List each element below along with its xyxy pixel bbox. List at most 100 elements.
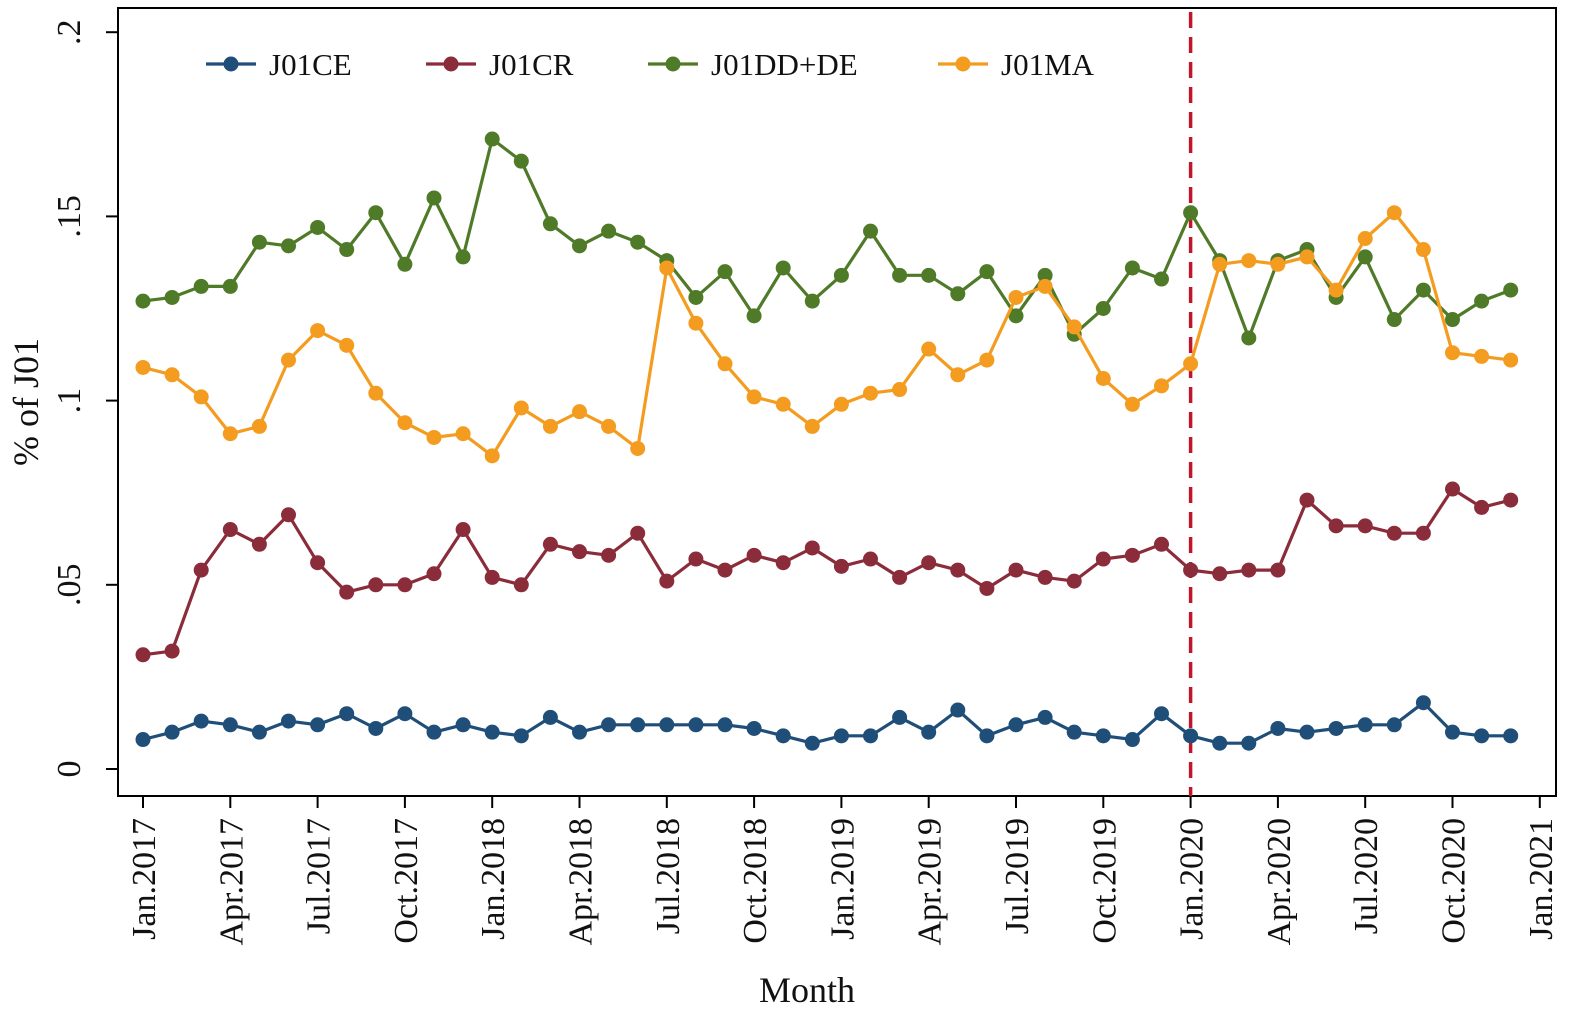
data-point-j01dd-de	[1445, 312, 1460, 328]
data-point-j01ce	[950, 702, 966, 718]
data-point-j01cr	[1445, 481, 1460, 497]
data-point-j01dd-de	[775, 260, 791, 276]
data-point-j01dd-de	[833, 267, 849, 283]
data-point-j01cr	[833, 558, 849, 574]
x-tick-label: Oct.2017	[388, 818, 425, 944]
data-point-j01ce	[775, 728, 791, 744]
x-tick-label: Jan.2019	[824, 818, 861, 940]
data-point-j01ce	[1037, 709, 1053, 725]
data-point-j01dd-de	[746, 308, 762, 324]
data-point-j01ma	[455, 426, 471, 442]
data-point-j01dd-de	[310, 219, 326, 235]
data-point-j01dd-de	[717, 264, 733, 280]
data-point-j01ma	[1241, 253, 1257, 269]
data-point-j01cr	[979, 580, 995, 596]
legend-label: J01CE	[269, 47, 352, 82]
data-point-j01ma	[601, 418, 617, 434]
data-point-j01dd-de	[1503, 282, 1519, 298]
data-point-j01ma	[281, 352, 296, 368]
data-point-j01ma	[368, 385, 384, 401]
legend: J01CE J01CR J01DD+DE J01MA	[206, 47, 1095, 82]
data-point-j01dd-de	[601, 223, 617, 239]
data-point-j01ma	[1066, 319, 1082, 335]
data-point-j01dd-de	[921, 267, 937, 283]
data-point-j01ma	[921, 341, 937, 357]
data-point-j01ce	[1008, 717, 1024, 733]
data-point-j01cr	[1415, 525, 1431, 541]
data-point-j01ma	[1328, 282, 1344, 298]
data-point-j01ma	[1415, 242, 1431, 258]
data-point-j01ma	[339, 337, 355, 353]
x-tick-label: Jan.2020	[1174, 818, 1211, 940]
legend-marker	[665, 56, 681, 72]
data-point-j01cr	[1212, 566, 1228, 582]
data-point-j01dd-de	[164, 289, 180, 305]
data-point-j01ma	[1183, 356, 1199, 372]
data-point-j01cr	[921, 555, 937, 571]
data-point-j01ma	[775, 396, 791, 412]
data-point-j01ma	[1008, 289, 1024, 305]
data-point-j01ce	[1154, 706, 1169, 722]
legend-item-j01dd-de: J01DD+DE	[648, 47, 858, 82]
x-tick-label: Jan.2017	[126, 818, 163, 940]
data-point-j01ce	[1270, 720, 1286, 736]
data-point-j01dd-de	[397, 256, 413, 272]
data-point-j01dd-de	[542, 216, 558, 232]
data-point-j01dd-de	[513, 153, 529, 169]
data-point-j01ce	[339, 706, 355, 722]
data-point-j01ce	[542, 709, 558, 725]
data-point-j01cr	[310, 555, 326, 571]
data-point-j01ma	[717, 356, 733, 372]
data-point-j01dd-de	[368, 205, 384, 221]
legend-item-j01ma: J01MA	[938, 47, 1095, 82]
data-point-j01ma	[833, 396, 849, 412]
y-axis: 0 .05 .1 .15 .2	[51, 19, 118, 778]
series-j01cr	[135, 481, 1519, 663]
data-point-j01cr	[281, 507, 296, 523]
data-point-j01ce	[222, 717, 238, 733]
data-point-j01ce	[1503, 728, 1519, 744]
legend-marker	[443, 56, 459, 72]
data-point-j01dd-de	[804, 293, 820, 309]
data-point-j01ce	[1474, 728, 1490, 744]
data-point-j01ce	[746, 720, 762, 736]
data-point-j01cr	[601, 547, 617, 563]
data-point-j01cr	[513, 577, 529, 593]
data-point-j01ma	[892, 382, 908, 398]
data-point-j01ce	[1095, 728, 1111, 744]
data-point-j01ce	[717, 717, 733, 733]
data-point-j01ma	[1270, 256, 1286, 272]
data-point-j01cr	[1357, 518, 1373, 534]
data-point-j01dd-de	[193, 278, 209, 294]
data-point-j01cr	[1241, 562, 1257, 578]
data-point-j01dd-de	[1386, 312, 1402, 328]
y-tick-label: .2	[51, 19, 88, 45]
data-point-j01cr	[1124, 547, 1140, 563]
data-point-j01ma	[1124, 396, 1140, 412]
y-tick-label: 0	[51, 761, 88, 778]
data-point-j01ce	[426, 724, 442, 740]
data-point-j01ma	[688, 315, 704, 331]
data-point-j01dd-de	[688, 289, 704, 305]
data-point-j01cr	[368, 577, 384, 593]
data-point-j01cr	[804, 540, 820, 556]
data-point-j01dd-de	[484, 131, 500, 147]
data-point-j01ce	[310, 717, 326, 733]
y-axis-title: % of J01	[6, 338, 46, 466]
data-point-j01ce	[1212, 735, 1228, 751]
data-point-j01ma	[863, 385, 878, 401]
data-point-j01ma	[1037, 278, 1053, 294]
data-point-j01ce	[164, 724, 180, 740]
legend-item-j01ce: J01CE	[206, 47, 352, 82]
series-j01ce	[135, 695, 1519, 751]
data-point-j01ma	[1474, 348, 1490, 364]
data-point-j01ma	[979, 352, 995, 368]
data-point-j01cr	[688, 551, 704, 567]
data-point-j01cr	[1008, 562, 1024, 578]
data-point-j01dd-de	[1474, 293, 1490, 309]
data-point-j01ma	[572, 404, 587, 420]
data-point-j01dd-de	[950, 286, 966, 302]
x-axis-title: Month	[759, 970, 855, 1010]
data-point-j01cr	[542, 536, 558, 552]
